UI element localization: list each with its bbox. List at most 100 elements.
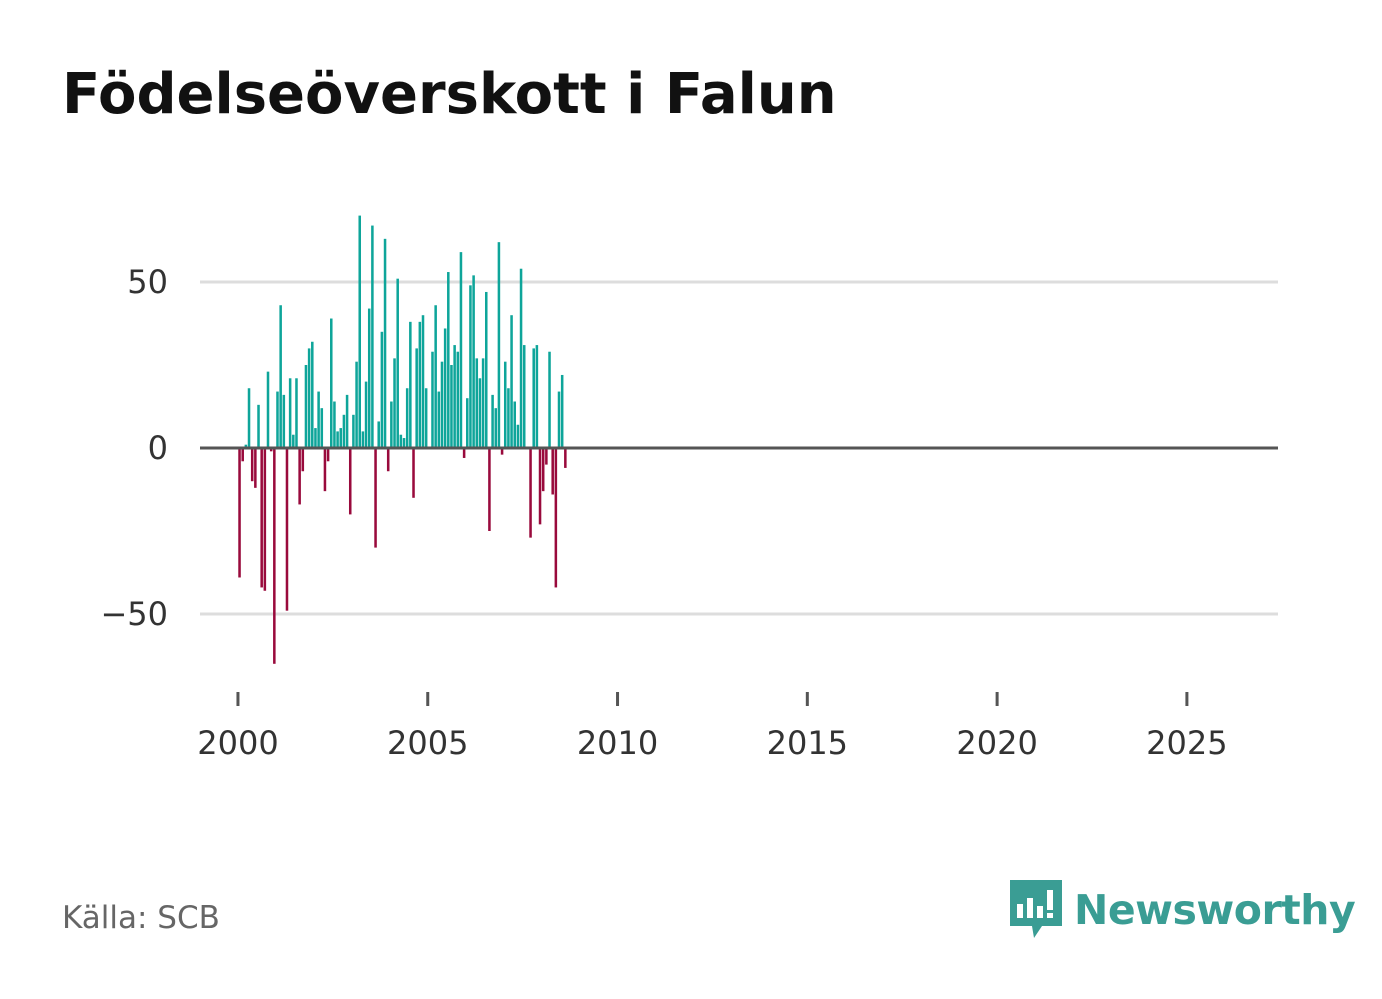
bars <box>238 215 567 664</box>
bar-positive <box>513 401 516 448</box>
bar-positive <box>522 345 526 448</box>
bar-positive <box>447 272 450 448</box>
bar-negative <box>254 448 257 488</box>
bar-positive <box>519 268 523 448</box>
bar-positive <box>557 391 561 448</box>
bar-positive <box>535 345 539 448</box>
bar-positive <box>317 391 320 448</box>
x-tick-label: 2000 <box>197 724 278 762</box>
bar-positive <box>320 408 324 448</box>
bar-negative <box>541 448 545 492</box>
bar-negative <box>285 448 289 611</box>
bar-positive <box>288 378 292 448</box>
bar-positive <box>393 358 396 448</box>
bar-positive <box>475 358 479 448</box>
bar-positive <box>409 321 412 448</box>
bar-positive <box>421 315 425 448</box>
bar-positive <box>415 348 418 448</box>
bar-positive <box>532 348 535 448</box>
bar-chart-speech-bubble-icon <box>1010 880 1062 938</box>
bar-positive <box>282 394 286 448</box>
bar-negative <box>488 448 491 531</box>
bar-positive <box>390 401 393 448</box>
bar-negative <box>386 448 390 472</box>
bar-positive <box>437 391 441 448</box>
bar-positive <box>440 361 444 448</box>
bar-negative <box>301 448 305 472</box>
bar-positive <box>466 398 469 448</box>
bar-positive <box>314 428 317 448</box>
bar-positive <box>311 341 314 448</box>
bar-positive <box>307 348 311 448</box>
x-tick-label: 2005 <box>387 724 468 762</box>
bar-positive <box>431 351 434 448</box>
bar-positive <box>418 321 422 448</box>
y-tick-label: 50 <box>127 263 168 301</box>
page-title: Födelseöverskott i Falun <box>62 62 837 127</box>
bar-positive <box>345 394 349 448</box>
bar-positive <box>494 408 498 448</box>
bar-positive <box>244 444 248 448</box>
bar-positive <box>402 438 406 448</box>
bar-positive <box>434 305 437 448</box>
bar-positive <box>336 431 339 448</box>
bar-positive <box>266 371 270 448</box>
source-note: Källa: SCB <box>62 900 220 936</box>
y-tick-label: 0 <box>148 429 168 467</box>
bar-positive <box>472 275 475 448</box>
bar-negative <box>348 448 352 515</box>
bar-positive <box>560 374 564 448</box>
bar-positive <box>371 225 374 448</box>
bar-negative <box>238 448 241 578</box>
bar-positive <box>295 378 298 448</box>
bar-negative <box>564 448 567 468</box>
bar-negative <box>326 448 330 462</box>
bar-negative <box>412 448 415 498</box>
bar-positive <box>292 434 295 448</box>
bar-negative <box>529 448 532 538</box>
bar-positive <box>367 308 371 448</box>
bar-positive <box>330 318 333 448</box>
bar-positive <box>469 285 472 448</box>
bar-positive <box>459 252 463 448</box>
bar-positive <box>450 365 453 448</box>
bar-negative <box>500 448 504 455</box>
bar-positive <box>503 361 507 448</box>
bar-positive <box>491 394 494 448</box>
y-tick-label: −50 <box>100 595 168 633</box>
bar-positive <box>456 351 460 448</box>
axes: 50 0 −50 2000 2005 2010 2015 2020 2025 <box>100 263 1278 762</box>
bar-positive <box>516 424 520 448</box>
bar-positive <box>507 388 510 448</box>
x-tick-label: 2025 <box>1146 724 1227 762</box>
bar-positive <box>399 434 403 448</box>
bar-positive <box>485 291 488 448</box>
bar-positive <box>405 388 409 448</box>
bar-positive <box>548 351 551 448</box>
x-tick-label: 2020 <box>956 724 1037 762</box>
bar-negative <box>554 448 558 588</box>
newsworthy-logo: Newsworthy <box>1010 880 1356 940</box>
bar-negative <box>551 448 554 495</box>
bar-positive <box>380 331 384 448</box>
bar-negative <box>260 448 263 588</box>
bar-negative <box>545 448 548 465</box>
bar-positive <box>510 315 513 448</box>
logo-text: Newsworthy <box>1074 886 1356 934</box>
bar-positive <box>333 401 336 448</box>
bar-positive <box>424 388 428 448</box>
bar-negative <box>374 448 377 548</box>
bar-positive <box>443 328 447 448</box>
bar-negative <box>538 448 542 525</box>
bar-positive <box>358 215 361 448</box>
bar-positive <box>481 358 485 448</box>
bar-positive <box>383 238 387 448</box>
bar-positive <box>342 414 346 448</box>
x-tick-label: 2015 <box>767 724 848 762</box>
bar-negative <box>263 448 267 591</box>
bar-positive <box>497 242 501 448</box>
bar-positive <box>279 305 282 448</box>
x-tick-label: 2010 <box>577 724 658 762</box>
bar-positive <box>364 381 368 448</box>
bar-negative <box>323 448 327 492</box>
